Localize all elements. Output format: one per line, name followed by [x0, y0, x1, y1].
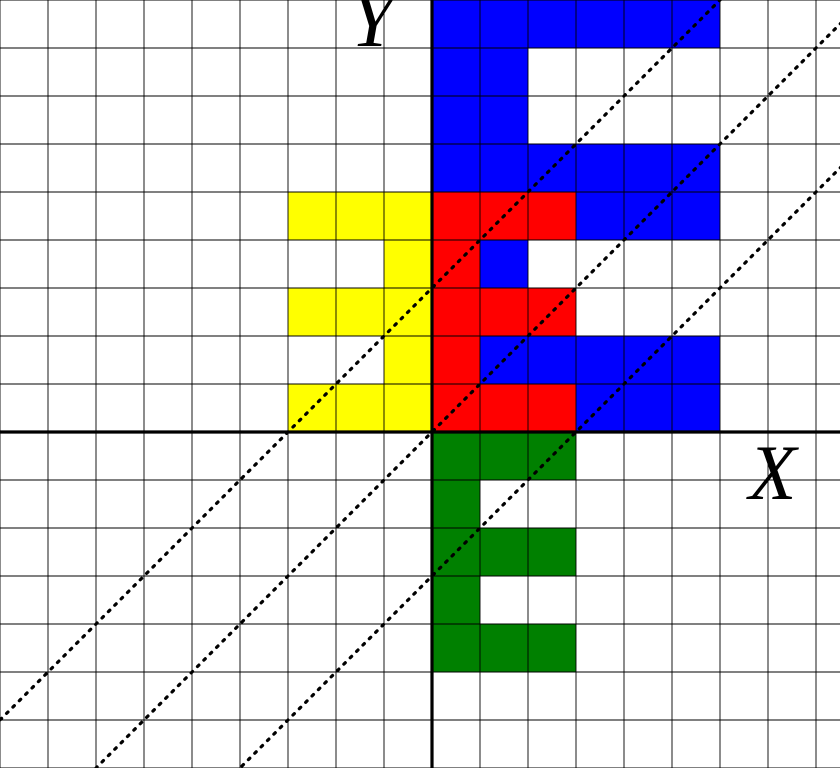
- yellow-E: [288, 192, 432, 432]
- green-E: [432, 432, 576, 672]
- diagram-stage: Y X: [0, 0, 840, 768]
- diagram-svg: [0, 0, 840, 768]
- red-E: [432, 192, 576, 432]
- x-axis-label: X: [749, 434, 797, 512]
- y-axis-label: Y: [350, 0, 393, 59]
